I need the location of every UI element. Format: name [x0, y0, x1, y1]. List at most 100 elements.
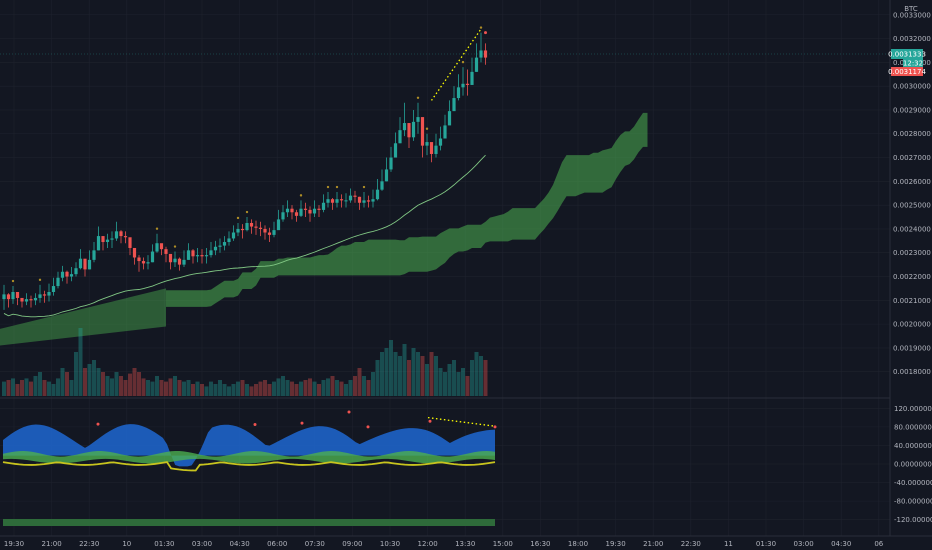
price-tick-label: 0.0023000: [893, 249, 931, 257]
price-tick-label: 0.0028000: [893, 130, 931, 138]
candle-body: [231, 232, 236, 239]
time-tick-label: 04:30: [831, 540, 851, 548]
volume-bar: [132, 368, 137, 396]
candle-body: [371, 199, 375, 202]
volume-bar: [447, 364, 452, 396]
candle-body: [123, 236, 128, 238]
volume-bar: [420, 356, 425, 396]
volume-bar: [213, 384, 218, 396]
candle-body: [380, 181, 384, 190]
volume-bar: [380, 352, 384, 396]
price-tick-label: 0.0032000: [893, 35, 931, 43]
volume-bar: [20, 380, 24, 396]
volume-bar: [137, 372, 141, 396]
volume-bar: [402, 344, 407, 396]
osc-green-band: [3, 451, 495, 464]
moving-average-line: [3, 154, 486, 318]
volume-bar: [6, 380, 11, 396]
candle-body: [416, 117, 420, 122]
volume-bar: [33, 376, 38, 396]
osc-tick-label: 0.0000000: [894, 461, 932, 469]
volume-bar: [429, 352, 434, 396]
candle-body: [96, 236, 101, 251]
volume-bar: [2, 381, 6, 396]
osc-tick-label: -80.0000000: [894, 498, 932, 506]
volume-bar: [425, 364, 429, 396]
oscillator-pane: [2, 410, 497, 472]
time-tick-label: 21:00: [643, 540, 663, 548]
volume-bar: [353, 376, 357, 396]
volume-bar: [69, 380, 74, 396]
cloud-area-left: [0, 288, 166, 346]
volume-bar: [240, 380, 245, 396]
volume-bar: [254, 384, 258, 396]
price-tick-label: 0.0020000: [893, 321, 931, 329]
candle-body: [452, 98, 456, 112]
osc-signal-dot: [96, 422, 100, 426]
candle-body: [182, 259, 186, 265]
candle-body: [245, 222, 249, 231]
volume-bar: [474, 352, 479, 396]
candle-body: [438, 138, 443, 146]
sell-signal-dot: [484, 31, 487, 35]
volume-bar: [128, 373, 132, 396]
divergence-line: [430, 28, 482, 101]
candle-body: [330, 199, 335, 203]
candle-body: [60, 271, 65, 278]
volume-bar: [317, 384, 321, 396]
signal-dot: [38, 278, 42, 282]
candle-body: [164, 249, 168, 254]
candle-body: [281, 212, 285, 220]
osc-signal-dot: [347, 410, 351, 414]
candle-body: [2, 294, 6, 300]
candle-body: [366, 200, 371, 202]
candle-body: [276, 219, 281, 231]
candle-body: [339, 199, 344, 201]
price-tick-label: 0.0027000: [893, 154, 931, 162]
osc-signal-dot: [366, 425, 370, 429]
volume-bar: [60, 368, 65, 396]
osc-tick-label: -40.0000000: [894, 479, 932, 487]
volume-bar: [119, 376, 123, 396]
candle-body: [389, 157, 393, 170]
candle-body: [177, 258, 182, 265]
candle-body: [465, 83, 470, 85]
price-tick-label: 0.0024000: [893, 225, 931, 233]
signal-dot: [425, 127, 429, 130]
volume-bar: [191, 384, 195, 396]
candle-body: [393, 143, 398, 158]
candle-body: [303, 208, 308, 210]
candle-body: [447, 111, 452, 126]
volume-bar: [173, 376, 177, 396]
candle-body: [15, 292, 20, 298]
osc-signal-dot: [493, 425, 497, 429]
volume-bar: [326, 378, 330, 396]
volume-bar: [272, 381, 276, 396]
volume-bar: [92, 360, 96, 396]
candle-body: [92, 250, 96, 260]
volume-bar: [470, 360, 474, 396]
volume-bar: [78, 328, 83, 396]
price-tick-label: 0.0021000: [893, 297, 931, 305]
time-tick-label: 13:30: [455, 540, 475, 548]
candle-body: [6, 294, 11, 300]
candle-body: [87, 259, 92, 270]
volume-bar: [231, 384, 236, 396]
volume-bar: [83, 368, 87, 396]
ichimoku-cloud: [0, 112, 648, 346]
price-tick-label: 0.0025000: [893, 202, 931, 210]
candle-body: [137, 257, 141, 262]
volume-bar: [87, 364, 92, 396]
osc-signal-dot: [300, 421, 304, 425]
candle-body: [348, 195, 353, 201]
volume-bar: [245, 384, 249, 396]
candle-body: [335, 199, 339, 203]
volume-bar: [186, 380, 191, 396]
candle-body: [263, 228, 267, 233]
time-axis[interactable]: 19:30 21:00 22:30 10 01:30 03:00 04:30 06:00 07:…: [4, 540, 884, 548]
candle-body: [74, 268, 78, 275]
candle-body: [42, 294, 47, 296]
candle-body: [443, 125, 447, 139]
candle-body: [353, 195, 357, 197]
